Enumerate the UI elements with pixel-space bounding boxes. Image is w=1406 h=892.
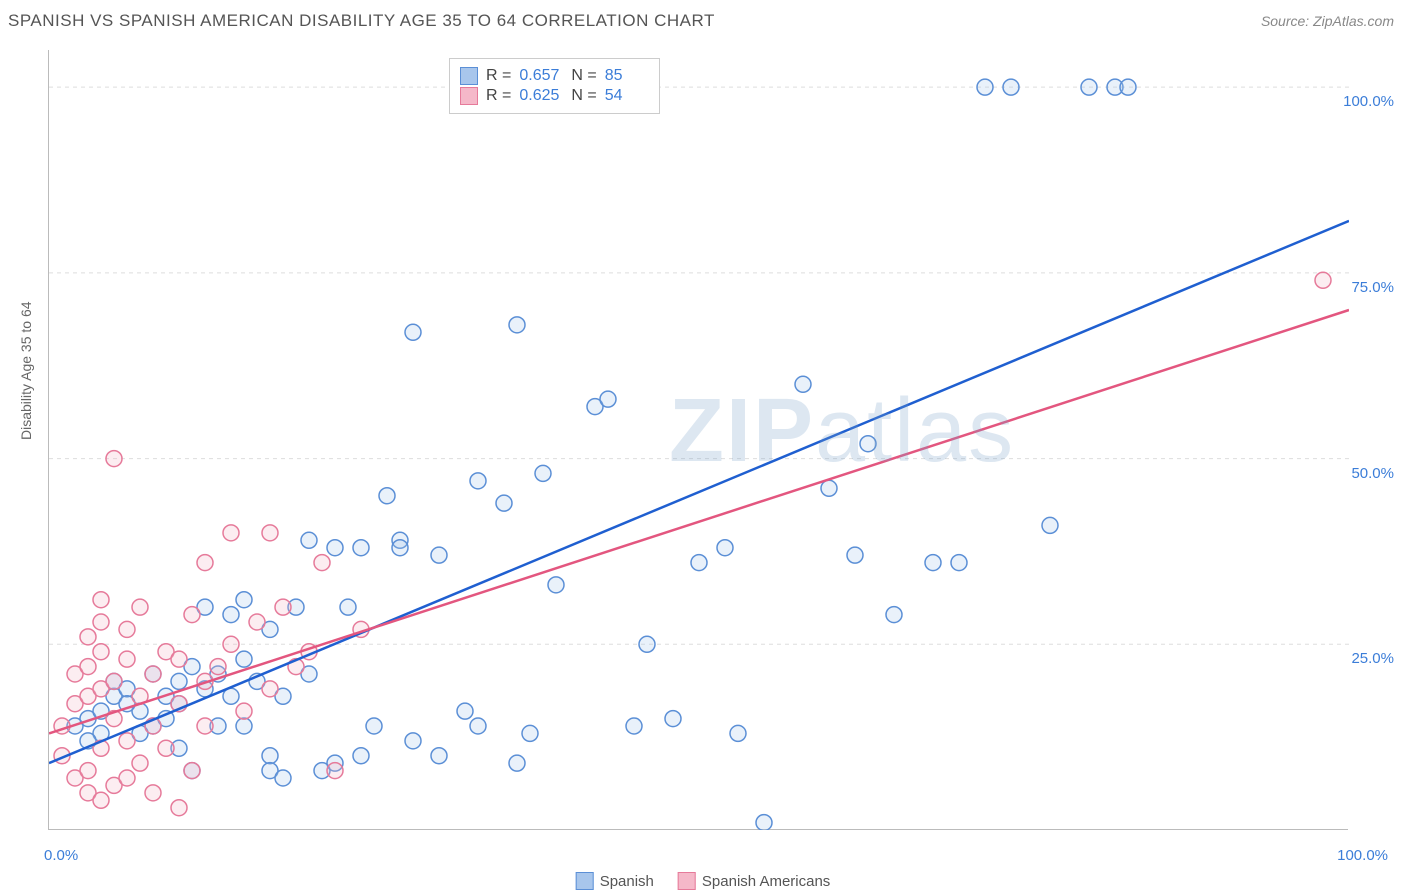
swatch-icon bbox=[460, 87, 478, 105]
stat-label: N = bbox=[571, 87, 596, 105]
y-tick-label: 50.0% bbox=[1351, 465, 1394, 482]
swatch-icon bbox=[460, 67, 478, 85]
y-tick-label: 25.0% bbox=[1351, 650, 1394, 667]
stat-value: 85 bbox=[605, 67, 649, 85]
legend-stats: R = 0.657 N = 85 R = 0.625 N = 54 bbox=[449, 58, 660, 114]
source-label: Source: ZipAtlas.com bbox=[1261, 13, 1394, 29]
x-axis-max: 100.0% bbox=[1337, 847, 1388, 864]
y-tick-label: 75.0% bbox=[1351, 279, 1394, 296]
y-tick-label: 100.0% bbox=[1343, 93, 1394, 110]
legend-label: Spanish Americans bbox=[702, 873, 830, 890]
legend-row: R = 0.625 N = 54 bbox=[460, 87, 649, 105]
stat-label: R = bbox=[486, 67, 511, 85]
legend-item: Spanish bbox=[576, 872, 654, 890]
scatter-chart bbox=[49, 50, 1349, 830]
stat-label: R = bbox=[486, 87, 511, 105]
x-axis-min: 0.0% bbox=[44, 847, 78, 864]
stat-value: 54 bbox=[605, 87, 649, 105]
legend-row: R = 0.657 N = 85 bbox=[460, 67, 649, 85]
swatch-icon bbox=[678, 872, 696, 890]
stat-value: 0.625 bbox=[519, 87, 563, 105]
legend-item: Spanish Americans bbox=[678, 872, 830, 890]
legend-bottom: Spanish Spanish Americans bbox=[576, 872, 831, 890]
stat-label: N = bbox=[571, 67, 596, 85]
legend-label: Spanish bbox=[600, 873, 654, 890]
swatch-icon bbox=[576, 872, 594, 890]
chart-title: SPANISH VS SPANISH AMERICAN DISABILITY A… bbox=[8, 11, 715, 31]
plot-area: ZIPatlas R = 0.657 N = 85 R = 0.625 N = … bbox=[48, 50, 1348, 830]
stat-value: 0.657 bbox=[519, 67, 563, 85]
y-axis-label: Disability Age 35 to 64 bbox=[18, 301, 34, 440]
